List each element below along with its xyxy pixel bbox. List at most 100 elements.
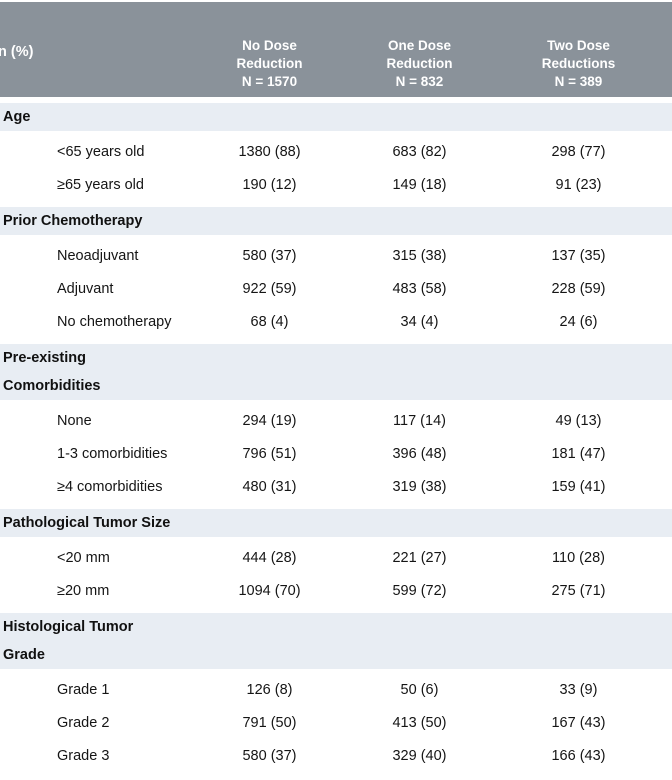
value-cell: 319 (38) <box>392 478 447 495</box>
value-cell: 580 (37) <box>242 747 297 764</box>
section-title-line: Histological Tumor <box>3 619 134 635</box>
value-cell: 1094 (70) <box>238 582 301 599</box>
value-cell: 49 (13) <box>555 412 602 429</box>
value-cell: 599 (72) <box>392 582 447 599</box>
row-label: <65 years old <box>57 143 145 160</box>
table-row: 1-3 comorbidities 796 (51) 396 (48) 181 (47… <box>0 437 672 470</box>
section-title-line: Prior Chemotherapy <box>3 213 143 229</box>
section-rows: Grade 1 126 (8) 50 (6) 33 (9) Grade 2 791 (50… <box>0 669 672 772</box>
table-row: No chemotherapy 68 (4) 34 (4) 24 (6) <box>0 305 672 338</box>
value-cell: 275 (71) <box>551 582 606 599</box>
section-title-line: Comorbidities <box>3 378 101 394</box>
table-row: Grade 2 791 (50) 413 (50) 167 (43) <box>0 706 672 739</box>
column-header-line: Two Dose <box>547 38 610 53</box>
value-cell: 315 (38) <box>392 247 447 264</box>
value-cell: 137 (35) <box>551 247 606 264</box>
value-cell: 329 (40) <box>392 747 447 764</box>
value-cell: 190 (12) <box>242 176 297 193</box>
value-cell: 117 (14) <box>393 412 446 429</box>
table-row: Grade 1 126 (8) 50 (6) 33 (9) <box>0 673 672 706</box>
value-cell: 110 (28) <box>552 549 605 566</box>
column-header-line: Reduction <box>386 56 453 71</box>
section-rows: <65 years old 1380 (88) 683 (82) 298 (77) ≥6… <box>0 131 672 201</box>
table-header-row: n (%) No Dose Reduction N = 1570 One Dose Re… <box>0 2 672 97</box>
column-header-line: No Dose <box>242 38 297 53</box>
section-title: Pathological Tumor Size <box>0 509 672 537</box>
value-cell: 413 (50) <box>392 714 447 731</box>
value-cell: 580 (37) <box>242 247 297 264</box>
section-title: Prior Chemotherapy <box>0 207 672 235</box>
table-row: Grade 3 580 (37) 329 (40) 166 (43) <box>0 739 672 772</box>
value-cell: 50 (6) <box>400 681 439 698</box>
row-label: No chemotherapy <box>57 313 172 330</box>
table-row: None 294 (19) 117 (14) 49 (13) <box>0 404 672 437</box>
value-cell: 167 (43) <box>551 714 606 731</box>
section-rows: Neoadjuvant 580 (37) 315 (38) 137 (35) Adjuv… <box>0 235 672 338</box>
table-row: ≥65 years old 190 (12) 149 (18) 91 (23) <box>0 168 672 201</box>
row-label: None <box>57 412 92 429</box>
row-label: 1-3 comorbidities <box>57 445 168 462</box>
value-cell: 126 (8) <box>246 681 293 698</box>
value-cell: 181 (47) <box>551 445 606 462</box>
value-cell: 149 (18) <box>392 176 447 193</box>
row-label: Grade 2 <box>57 714 110 731</box>
value-cell: 24 (6) <box>559 313 598 330</box>
top-margin <box>0 0 672 2</box>
section-title: Age <box>0 103 672 131</box>
value-cell: 444 (28) <box>242 549 297 566</box>
value-cell: 228 (59) <box>551 280 606 297</box>
table-row: ≥20 mm 1094 (70) 599 (72) 275 (71) <box>0 574 672 607</box>
section-gap <box>0 607 672 613</box>
column-header: Two Dose Reductions N = 389 <box>497 37 660 97</box>
section-title: Histological Tumor Grade <box>0 613 672 669</box>
value-cell: 221 (27) <box>392 549 447 566</box>
column-header-line: N = 389 <box>554 74 603 89</box>
value-cell: 34 (4) <box>400 313 439 330</box>
value-cell: 791 (50) <box>242 714 297 731</box>
column-header-line: Reductions <box>541 56 616 71</box>
row-label: Grade 3 <box>57 747 110 764</box>
table-row: ≥4 comorbidities 480 (31) 319 (38) 159 (41) <box>0 470 672 503</box>
table-body: Age <65 years old 1380 (88) 683 (82) 298 (77… <box>0 97 672 772</box>
value-cell: 33 (9) <box>559 681 598 698</box>
row-label: ≥4 comorbidities <box>57 478 163 495</box>
section-gap <box>0 503 672 509</box>
table-row: Adjuvant 922 (59) 483 (58) 228 (59) <box>0 272 672 305</box>
section-title-line: Grade <box>3 647 45 663</box>
column-header-line: N = 1570 <box>241 74 298 89</box>
section-gap <box>0 201 672 207</box>
row-label: <20 mm <box>57 549 110 566</box>
section-gap <box>0 97 672 103</box>
section-title: Pre-existing Comorbidities <box>0 344 672 400</box>
row-label: ≥20 mm <box>57 582 110 599</box>
value-cell: 922 (59) <box>242 280 297 297</box>
row-label: ≥65 years old <box>57 176 144 193</box>
column-header: No Dose Reduction N = 1570 <box>197 37 342 97</box>
section-rows: <20 mm 444 (28) 221 (27) 110 (28) ≥20 mm 1094… <box>0 537 672 607</box>
column-header-line: One Dose <box>387 38 452 53</box>
value-cell: 166 (43) <box>551 747 606 764</box>
value-cell: 91 (23) <box>555 176 602 193</box>
table-row: <65 years old 1380 (88) 683 (82) 298 (77) <box>0 135 672 168</box>
table-row: <20 mm 444 (28) 221 (27) 110 (28) <box>0 541 672 574</box>
section-gap <box>0 338 672 344</box>
value-cell: 796 (51) <box>242 445 297 462</box>
value-cell: 483 (58) <box>392 280 447 297</box>
section-title-line: Age <box>3 109 31 125</box>
section-title-line: Pre-existing <box>3 350 86 366</box>
section-rows: None 294 (19) 117 (14) 49 (13) 1-3 comorbidi… <box>0 400 672 503</box>
value-cell: 298 (77) <box>551 143 606 160</box>
corner-label: n (%) <box>0 43 34 60</box>
value-cell: 480 (31) <box>242 478 297 495</box>
value-cell: 68 (4) <box>250 313 289 330</box>
row-label: Adjuvant <box>57 280 114 297</box>
row-label: Grade 1 <box>57 681 110 698</box>
row-label: Neoadjuvant <box>57 247 139 264</box>
column-header: One Dose Reduction N = 832 <box>342 37 497 97</box>
value-cell: 683 (82) <box>392 143 447 160</box>
value-cell: 159 (41) <box>551 478 606 495</box>
table-row: Neoadjuvant 580 (37) 315 (38) 137 (35) <box>0 239 672 272</box>
section-title-line: Pathological Tumor Size <box>3 515 171 531</box>
column-header-line: Reduction <box>236 56 303 71</box>
